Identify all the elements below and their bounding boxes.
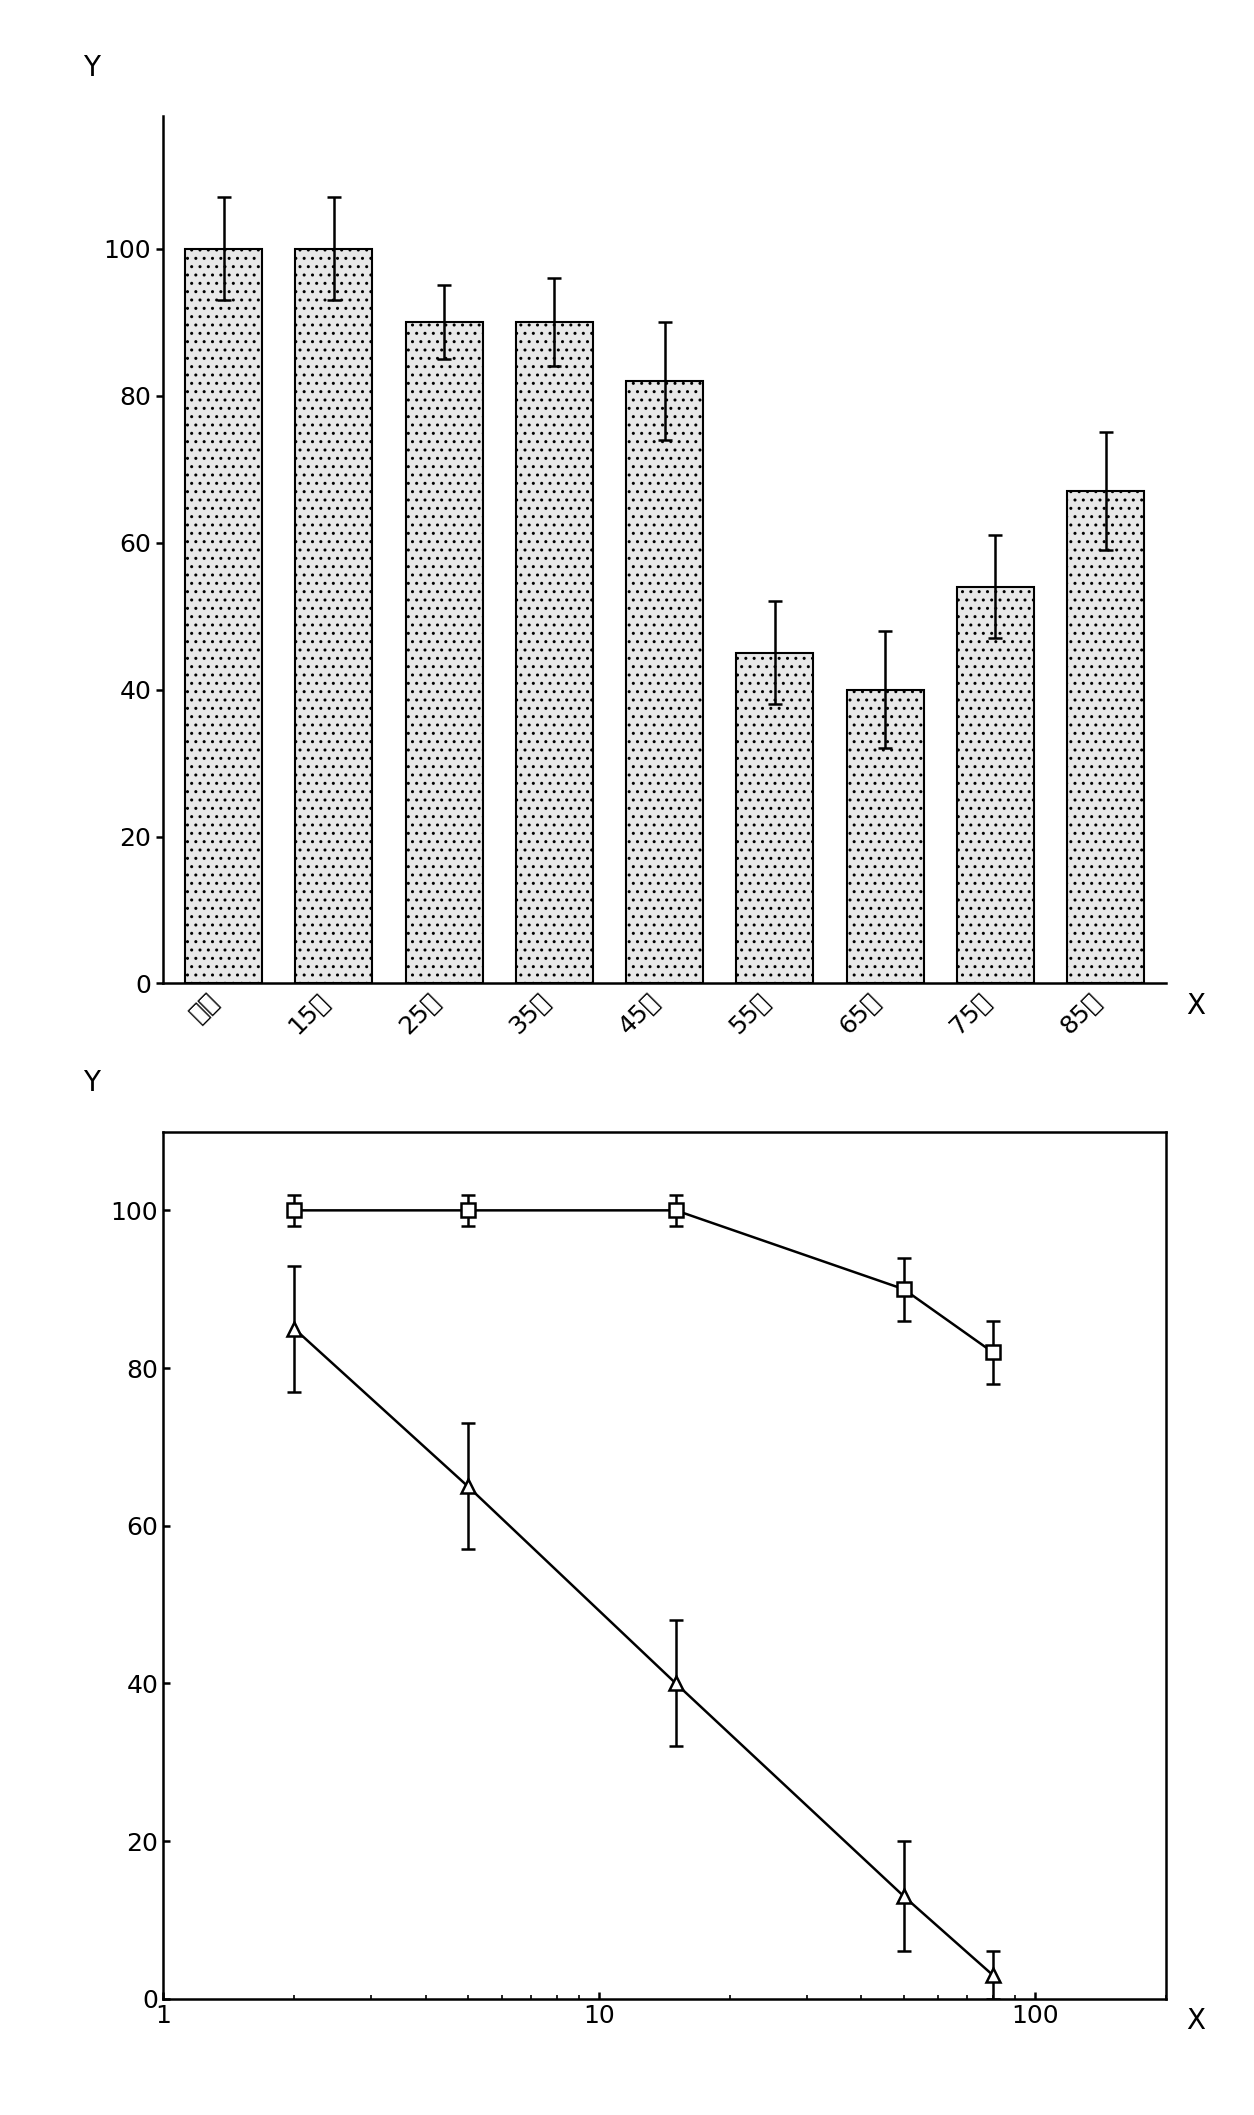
Text: X: X bbox=[1186, 992, 1205, 1019]
Text: Y: Y bbox=[83, 1068, 100, 1098]
Bar bbox=[846, 689, 924, 983]
Bar bbox=[626, 381, 703, 983]
Text: Y: Y bbox=[83, 53, 100, 82]
Text: X: X bbox=[1186, 2007, 1205, 2035]
Bar bbox=[186, 250, 262, 983]
Bar bbox=[515, 321, 593, 983]
Bar bbox=[1067, 491, 1144, 983]
Bar bbox=[295, 250, 372, 983]
Bar bbox=[405, 321, 483, 983]
Bar bbox=[736, 654, 814, 983]
Bar bbox=[957, 586, 1035, 983]
